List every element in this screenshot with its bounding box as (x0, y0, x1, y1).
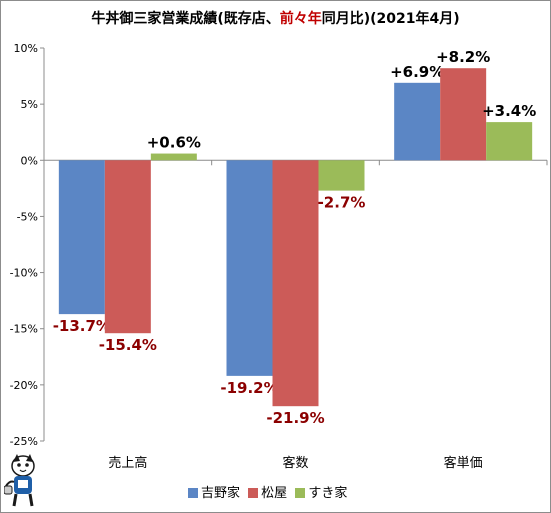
legend-label-matsuya: 松屋 (261, 486, 288, 501)
data-label: -21.9% (266, 409, 324, 427)
legend-swatch-yoshinoya (188, 488, 198, 498)
legend-swatch-matsuya (248, 488, 259, 498)
title-text-1: 牛丼御三家営業成績(既存店、 (91, 11, 280, 27)
mascot-logo-icon (4, 454, 35, 507)
data-label: +3.4% (482, 102, 536, 120)
legend-item-yoshinoya: 吉野家 (188, 482, 240, 501)
data-label: -2.7% (318, 194, 366, 212)
bar (272, 160, 319, 407)
legend: 吉野家 松屋 すき家 (188, 482, 351, 501)
legend-label-sukiya: すき家 (308, 486, 348, 501)
y-tick-label: -5% (17, 210, 38, 223)
bar (104, 160, 151, 334)
category-label: 客数 (282, 455, 308, 471)
category-label: 客単価 (444, 455, 483, 471)
data-label: +6.9% (390, 63, 444, 81)
category-label: 売上高 (108, 455, 147, 471)
bar (150, 153, 197, 161)
data-label: +0.6% (147, 134, 201, 152)
data-label: +8.2% (436, 48, 490, 66)
data-label: -15.4% (99, 336, 157, 354)
chart-title: 牛丼御三家営業成績(既存店、前々年同月比)(2021年4月) (0, 8, 551, 28)
bar (226, 160, 273, 376)
y-tick-label: -25% (10, 435, 38, 448)
y-tick-label: 0% (21, 154, 38, 167)
y-tick-label: -10% (10, 267, 38, 280)
legend-label-yoshinoya: 吉野家 (201, 486, 241, 501)
y-tick-label: 5% (21, 98, 38, 111)
legend-swatch-sukiya (295, 488, 306, 498)
bar (440, 68, 487, 161)
legend-item-sukiya: すき家 (295, 482, 347, 501)
bar (394, 82, 441, 161)
legend-item-matsuya: 松屋 (248, 482, 287, 501)
title-text-2: 同月比)(2021年4月) (321, 11, 460, 27)
title-accent-text: 前々年 (279, 11, 322, 27)
y-tick-label: -15% (10, 323, 38, 336)
data-label: -19.2% (220, 379, 278, 397)
y-tick-label: -20% (10, 379, 38, 392)
bar (58, 160, 105, 315)
data-label: -13.7% (53, 317, 111, 335)
y-tick-label: 10% (14, 42, 38, 55)
bar (486, 122, 533, 161)
bar (318, 160, 365, 191)
